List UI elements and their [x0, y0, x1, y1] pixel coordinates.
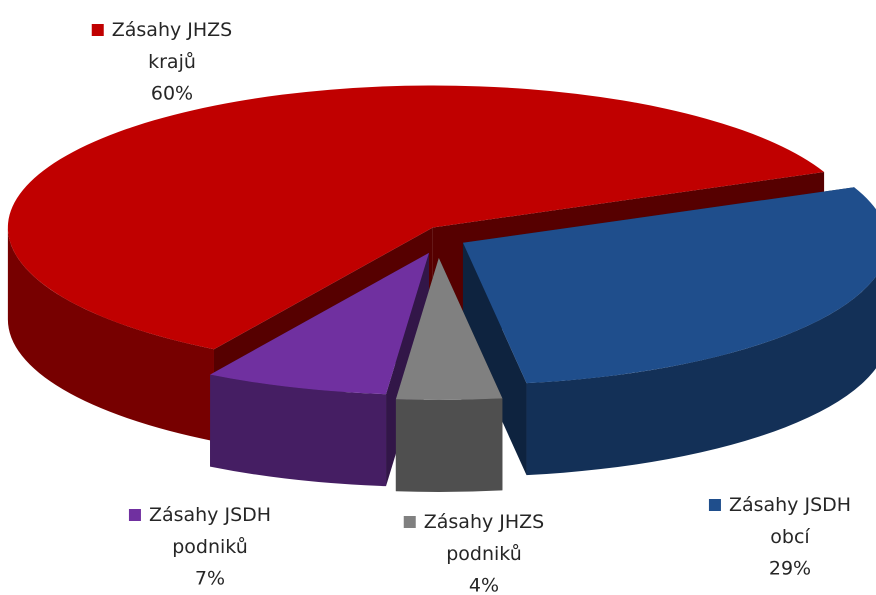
slice [395, 257, 503, 400]
legend-swatch [403, 516, 416, 528]
slice-side [526, 276, 876, 476]
data-label: 7% [195, 568, 225, 590]
legend-label: Zásahy JSDH obcí [729, 494, 851, 548]
slice-cut [462, 242, 527, 476]
slice-side [7, 227, 214, 442]
legend-swatch [708, 499, 721, 511]
data-label: 29% [769, 558, 811, 580]
legend-swatch [128, 509, 141, 521]
slice [210, 252, 429, 395]
legend-label: Zásahy JSDH podniků [149, 504, 271, 558]
slice-side [210, 374, 387, 487]
slice [462, 187, 876, 384]
data-label: 60% [151, 83, 193, 105]
data-label: 4% [469, 575, 499, 595]
legend-label: Zásahy JHZS podniků [424, 511, 545, 565]
slice [7, 85, 825, 350]
legend-label: Zásahy JHZS krajů [112, 19, 233, 73]
slice-side [395, 398, 503, 492]
legend-swatch [91, 24, 104, 36]
